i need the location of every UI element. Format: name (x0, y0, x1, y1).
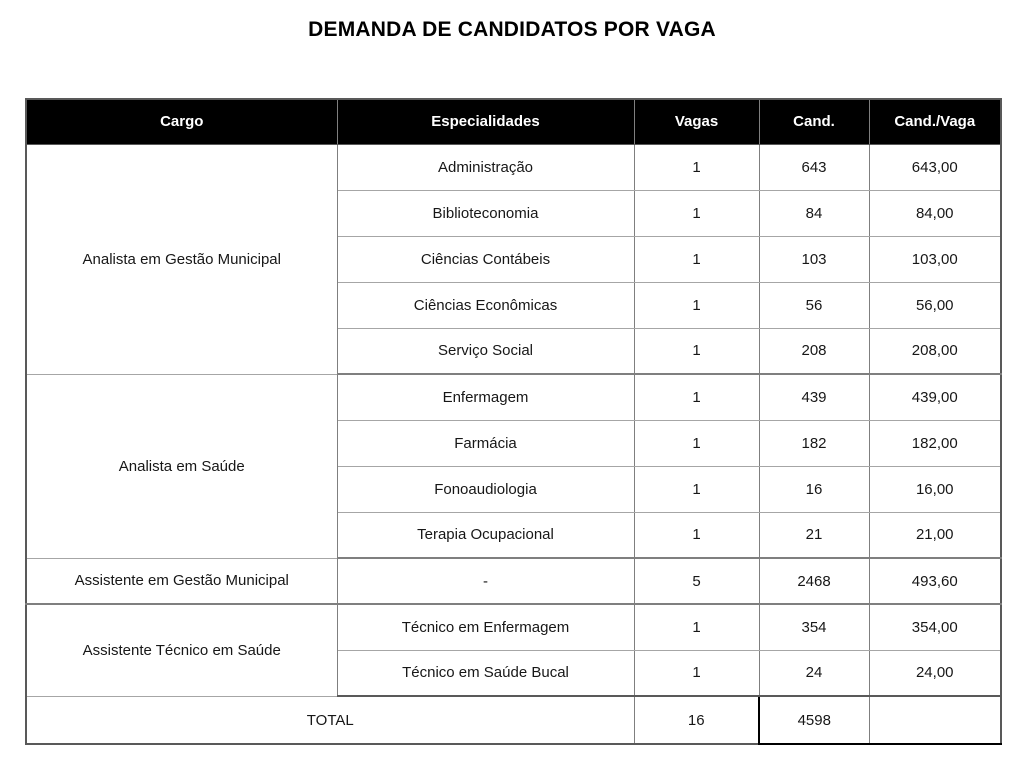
cand-vaga-cell: 208,00 (869, 328, 1001, 375)
cargo-cell: Analista em Gestão Municipal (26, 144, 338, 375)
cand-vaga-cell: 182,00 (869, 420, 1001, 467)
header-cand-vaga: Cand./Vaga (869, 99, 1001, 145)
cand-vaga-cell: 56,00 (869, 282, 1001, 329)
table-row: Técnico em Saúde Bucal 1 24 24,00 (26, 650, 1001, 697)
vagas-cell: 1 (634, 466, 760, 513)
table-header-row: Cargo Especialidades Vagas Cand. Cand./V… (26, 99, 1001, 145)
table-row: Ciências Econômicas 1 56 56,00 (26, 282, 1001, 329)
especialidade-cell: Ciências Contábeis (337, 236, 635, 283)
table-row: Biblioteconomia 1 84 84,00 (26, 190, 1001, 237)
especialidade-cell: Biblioteconomia (337, 190, 635, 237)
especialidade-cell: Farmácia (337, 420, 635, 467)
especialidade-cell: Técnico em Enfermagem (337, 604, 635, 651)
cand-vaga-cell: 103,00 (869, 236, 1001, 283)
especialidade-cell: Administração (337, 144, 635, 191)
cand-vaga-cell: 354,00 (869, 604, 1001, 651)
vagas-cell: 1 (634, 236, 760, 283)
especialidade-cell: Serviço Social (337, 328, 635, 375)
vagas-cell: 1 (634, 374, 760, 421)
vagas-cell: 1 (634, 650, 760, 697)
table-row: Analista em Gestão Municipal Administraç… (26, 144, 1001, 375)
table-row: Analista em Saúde Enfermagem 1 439 439,0… (26, 374, 1001, 559)
vagas-cell: 1 (634, 282, 760, 329)
cargo-cell: Assistente Técnico em Saúde (26, 604, 338, 697)
cand-cell: 84 (759, 190, 870, 237)
table-row: Fonoaudiologia 1 16 16,00 (26, 466, 1001, 513)
cand-vaga-cell: 84,00 (869, 190, 1001, 237)
cand-vaga-cell: 439,00 (869, 374, 1001, 421)
cand-cell: 182 (759, 420, 870, 467)
especialidade-cell: Enfermagem (337, 374, 635, 421)
especialidade-cell: Técnico em Saúde Bucal (337, 650, 635, 697)
especialidade-cell: Ciências Econômicas (337, 282, 635, 329)
cand-cell: 21 (759, 512, 870, 559)
cand-vaga-cell: 493,60 (869, 558, 1001, 605)
table-row: Farmácia 1 182 182,00 (26, 420, 1001, 467)
cand-cell: 643 (759, 144, 870, 191)
cargo-cell: Analista em Saúde (26, 374, 338, 559)
especialidade-cell: - (337, 558, 635, 605)
total-cand: 4598 (758, 695, 870, 745)
header-cand: Cand. (759, 99, 870, 145)
especialidade-cell: Terapia Ocupacional (337, 512, 635, 559)
vagas-cell: 1 (634, 328, 760, 375)
cand-vaga-cell: 21,00 (869, 512, 1001, 559)
table-row: Assistente Técnico em Saúde Técnico em E… (26, 604, 1001, 697)
cand-cell: 354 (759, 604, 870, 651)
especialidade-cell: Fonoaudiologia (337, 466, 635, 513)
table-row: Terapia Ocupacional 1 21 21,00 (26, 512, 1001, 559)
table-row: Serviço Social 1 208 208,00 (26, 328, 1001, 375)
page-title: DEMANDA DE CANDIDATOS POR VAGA (308, 18, 716, 41)
cand-cell: 56 (759, 282, 870, 329)
total-cand-vaga (869, 695, 1001, 745)
total-row: TOTAL 16 4598 (26, 695, 1001, 745)
cargo-cell: Assistente em Gestão Municipal (26, 558, 338, 605)
header-cargo: Cargo (26, 99, 338, 145)
vagas-cell: 1 (634, 512, 760, 559)
table-row: Ciências Contábeis 1 103 103,00 (26, 236, 1001, 283)
total-label: TOTAL (26, 696, 635, 744)
header-especialidades: Especialidades (337, 99, 635, 145)
demand-table: Cargo Especialidades Vagas Cand. Cand./V… (25, 98, 1002, 745)
header-vagas: Vagas (634, 99, 760, 145)
cand-vaga-cell: 24,00 (869, 650, 1001, 697)
cand-cell: 2468 (759, 558, 870, 605)
vagas-cell: 1 (634, 604, 760, 651)
cand-vaga-cell: 643,00 (869, 144, 1001, 191)
cand-cell: 439 (759, 374, 870, 421)
cand-vaga-cell: 16,00 (869, 466, 1001, 513)
cand-cell: 208 (759, 328, 870, 375)
total-vagas: 16 (634, 696, 760, 744)
demand-table-container: Cargo Especialidades Vagas Cand. Cand./V… (25, 98, 1002, 745)
vagas-cell: 5 (634, 558, 760, 605)
cand-cell: 103 (759, 236, 870, 283)
vagas-cell: 1 (634, 420, 760, 467)
cand-cell: 24 (759, 650, 870, 697)
vagas-cell: 1 (634, 144, 760, 191)
table-row: Assistente em Gestão Municipal - 5 2468 … (26, 558, 1001, 605)
vagas-cell: 1 (634, 190, 760, 237)
cand-cell: 16 (759, 466, 870, 513)
